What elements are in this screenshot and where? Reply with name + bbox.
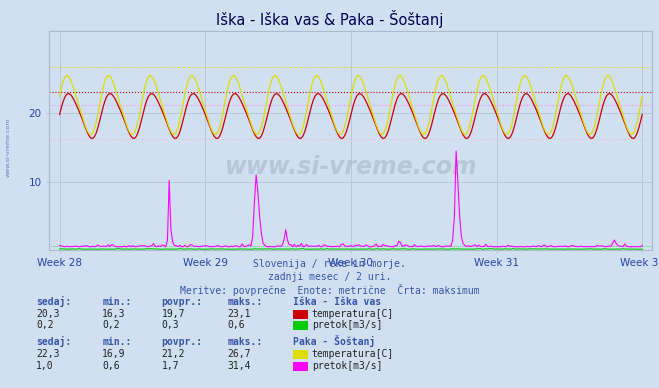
Text: maks.:: maks.:	[227, 336, 262, 346]
Text: 0,2: 0,2	[102, 320, 120, 330]
Text: 16,3: 16,3	[102, 309, 126, 319]
Text: Meritve: povprečne  Enote: metrične  Črta: maksimum: Meritve: povprečne Enote: metrične Črta:…	[180, 284, 479, 296]
Text: 0,3: 0,3	[161, 320, 179, 330]
Text: sedaj:: sedaj:	[36, 336, 71, 346]
Text: 20,3: 20,3	[36, 309, 60, 319]
Text: temperatura[C]: temperatura[C]	[312, 349, 394, 359]
Text: Slovenija / reke in morje.: Slovenija / reke in morje.	[253, 259, 406, 269]
Text: 1,7: 1,7	[161, 360, 179, 371]
Text: www.si-vreme.com: www.si-vreme.com	[225, 155, 477, 179]
Text: maks.:: maks.:	[227, 296, 262, 307]
Text: Paka - Šoštanj: Paka - Šoštanj	[293, 334, 376, 346]
Text: 16,9: 16,9	[102, 349, 126, 359]
Text: temperatura[C]: temperatura[C]	[312, 309, 394, 319]
Text: Iška - Iška vas & Paka - Šoštanj: Iška - Iška vas & Paka - Šoštanj	[215, 10, 444, 28]
Text: povpr.:: povpr.:	[161, 296, 202, 307]
Text: pretok[m3/s]: pretok[m3/s]	[312, 320, 382, 330]
Text: 21,2: 21,2	[161, 349, 185, 359]
Text: 1,0: 1,0	[36, 360, 54, 371]
Text: 26,7: 26,7	[227, 349, 251, 359]
Text: Iška - Iška vas: Iška - Iška vas	[293, 296, 382, 307]
Text: 0,6: 0,6	[227, 320, 245, 330]
Text: 31,4: 31,4	[227, 360, 251, 371]
Text: 19,7: 19,7	[161, 309, 185, 319]
Text: 0,2: 0,2	[36, 320, 54, 330]
Text: www.si-vreme.com: www.si-vreme.com	[5, 118, 11, 177]
Text: 23,1: 23,1	[227, 309, 251, 319]
Text: 22,3: 22,3	[36, 349, 60, 359]
Text: povpr.:: povpr.:	[161, 336, 202, 346]
Text: 0,6: 0,6	[102, 360, 120, 371]
Text: pretok[m3/s]: pretok[m3/s]	[312, 360, 382, 371]
Text: min.:: min.:	[102, 336, 132, 346]
Text: sedaj:: sedaj:	[36, 296, 71, 307]
Text: zadnji mesec / 2 uri.: zadnji mesec / 2 uri.	[268, 272, 391, 282]
Text: min.:: min.:	[102, 296, 132, 307]
